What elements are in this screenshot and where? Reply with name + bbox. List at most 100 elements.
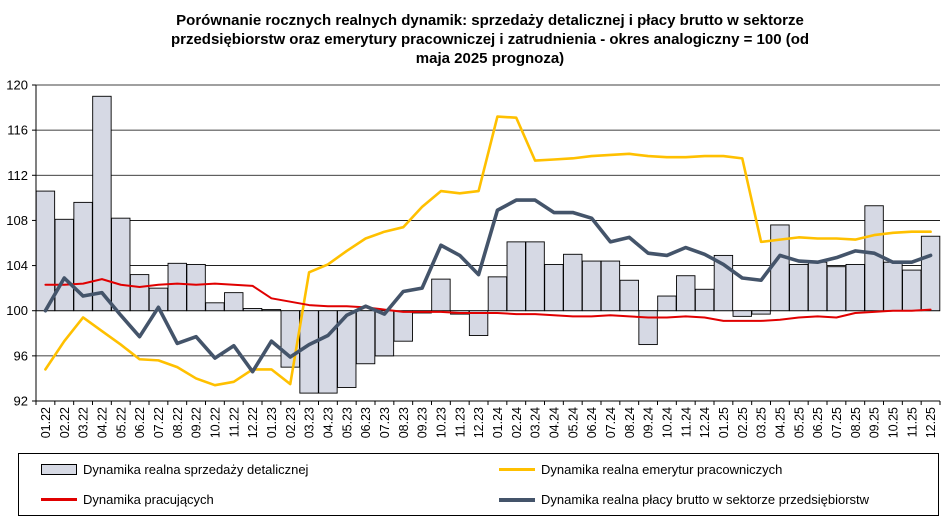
bar-retail-10.25 xyxy=(883,261,903,312)
legend-label-wages: Dynamika realna płacy brutto w sektorze … xyxy=(541,492,870,507)
bar-retail-02.24 xyxy=(506,241,526,312)
x-tick-label: 06.23 xyxy=(359,407,373,438)
x-tick-label: 08.25 xyxy=(849,407,863,438)
y-tick-label: 104 xyxy=(6,258,28,273)
series-line-2 xyxy=(43,198,933,374)
x-tick-label: 08.24 xyxy=(623,407,637,438)
bar-retail-05.22 xyxy=(111,217,131,312)
y-tick-label: 96 xyxy=(14,348,28,363)
x-tick-label: 02.23 xyxy=(284,407,298,438)
x-tick-label: 08.23 xyxy=(397,407,411,438)
bar-retail-08.22 xyxy=(167,262,187,312)
bar-retail-12.24 xyxy=(694,288,715,312)
x-tick-label: 07.24 xyxy=(604,407,618,438)
x-tick-labels: 01.22 02.22 03.22 04.22 05.22 06.22 07.22 08.22… xyxy=(39,407,938,438)
bar-retail-12.23 xyxy=(468,310,489,336)
x-tick-label: 04.23 xyxy=(321,407,335,438)
chart-title-line-2: przedsiębiorstw oraz emerytury pracownic… xyxy=(170,31,810,48)
legend-item-wages: Dynamika realna płacy brutto w sektorze … xyxy=(499,492,869,507)
x-tick-label: 11.24 xyxy=(679,407,693,437)
bar-retail-04.23 xyxy=(318,310,338,394)
bar-retail-08.25 xyxy=(845,263,865,312)
x-tick-label: 06.24 xyxy=(585,407,599,438)
legend-item-pensions: Dynamika realna emerytur pracowniczych xyxy=(499,462,782,477)
bar-retail-12.25 xyxy=(920,235,941,312)
x-tick-label: 05.23 xyxy=(340,407,354,438)
bar-retail-11.25 xyxy=(902,269,922,312)
x-tick-label: 12.23 xyxy=(472,407,486,438)
bar-retail-05.24 xyxy=(563,253,583,312)
bar-retail-10.23 xyxy=(431,278,451,312)
bar-retail-01.24 xyxy=(487,276,508,312)
legend-item-employment: Dynamika pracujących xyxy=(41,492,214,507)
bar-retail-08.23 xyxy=(393,310,413,342)
x-tick-label: 02.25 xyxy=(736,407,750,438)
bar-retail-01.23 xyxy=(261,309,282,312)
y-tick-label: 116 xyxy=(7,123,28,138)
y-tick-label: 112 xyxy=(7,168,28,183)
bar-retail-06.23 xyxy=(355,310,376,365)
y-tick-label: 120 xyxy=(6,78,28,93)
bar-retail-06.22 xyxy=(129,274,150,312)
x-tick-label: 09.24 xyxy=(642,407,656,438)
x-tick-label: 03.25 xyxy=(755,407,769,438)
legend-swatch-employment xyxy=(41,498,77,501)
x-tick-label: 03.23 xyxy=(303,407,317,438)
line-series xyxy=(43,115,933,387)
y-tick-label: 108 xyxy=(6,213,28,228)
bar-retail-05.25 xyxy=(789,263,809,312)
x-tick-label: 10.22 xyxy=(208,407,222,438)
bar-retail-10.22 xyxy=(205,302,225,312)
x-tick-label: 11.22 xyxy=(227,407,241,437)
y-tick-labels: 92 96 100 104 108 112 116 120 xyxy=(6,78,28,409)
chart-title-line-3: maja 2025 prognoza) xyxy=(415,50,565,67)
legend-swatch-pensions xyxy=(499,468,535,471)
legend: Dynamika realna sprzedaży detalicznej Dy… xyxy=(18,453,939,516)
x-tick-label: 11.25 xyxy=(905,407,919,437)
bar-retail-11.22 xyxy=(224,292,244,312)
bar-retail-07.24 xyxy=(600,260,621,312)
x-tick-label: 02.22 xyxy=(58,407,72,438)
x-tick-label: 07.23 xyxy=(378,407,392,438)
legend-label-employment: Dynamika pracujących xyxy=(83,492,214,507)
chart-title: Porównanie rocznych realnych dynamik: sp… xyxy=(80,11,900,68)
bar-retail-01.22 xyxy=(35,190,56,312)
legend-item-retail: Dynamika realna sprzedaży detalicznej xyxy=(41,462,308,477)
series-line-0 xyxy=(44,115,932,387)
x-tick-label: 04.24 xyxy=(547,407,561,438)
bar-retail-04.24 xyxy=(544,263,564,312)
x-tick-label: 03.24 xyxy=(529,407,543,438)
y-tick-label: 92 xyxy=(14,394,28,409)
x-tick-label: 01.25 xyxy=(717,407,731,438)
x-tick-label: 12.25 xyxy=(924,407,938,438)
bar-retail-10.24 xyxy=(657,295,677,312)
x-tick-label: 05.22 xyxy=(114,407,128,438)
x-tick-label: 11.23 xyxy=(453,407,467,437)
bar-retail-03.23 xyxy=(299,310,319,394)
bar-retail-09.22 xyxy=(186,263,206,312)
x-tick-label: 08.22 xyxy=(171,407,185,438)
x-tick-label: 04.25 xyxy=(773,407,787,438)
legend-swatch-wages xyxy=(499,497,535,502)
bar-retail-03.25 xyxy=(751,310,771,315)
bar-retail-07.25 xyxy=(826,266,847,312)
x-tick-label: 05.24 xyxy=(566,407,580,438)
axes xyxy=(32,84,941,405)
x-tick-label: 12.22 xyxy=(246,407,260,438)
bar-retail-02.22 xyxy=(54,218,74,312)
chart-title-line-1: Porównanie rocznych realnych dynamik: sp… xyxy=(176,12,804,29)
bar-retail-06.24 xyxy=(581,260,602,312)
chart-plot: 92 96 100 104 108 112 116 120 01.22 02.22 03.22 04… xyxy=(6,78,941,438)
x-tick-label: 07.25 xyxy=(830,407,844,438)
bar-retail-12.22 xyxy=(242,308,263,312)
bar-retail-11.24 xyxy=(676,275,696,312)
x-tick-label: 10.24 xyxy=(660,407,674,438)
bar-retail-03.24 xyxy=(525,241,545,312)
x-tick-label: 02.24 xyxy=(510,407,524,438)
x-tick-label: 10.23 xyxy=(434,407,448,438)
x-tick-label: 07.22 xyxy=(152,407,166,438)
y-tick-label: 100 xyxy=(6,303,28,318)
bar-retail-06.25 xyxy=(807,261,828,312)
x-tick-label: 04.22 xyxy=(95,407,109,438)
x-tick-label: 12.24 xyxy=(698,407,712,438)
